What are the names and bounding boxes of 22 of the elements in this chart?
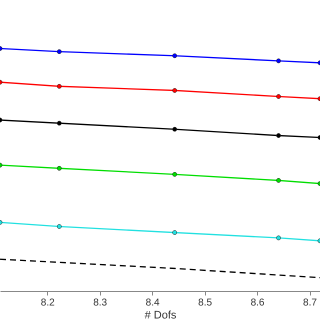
point <box>56 49 62 54</box>
x-tick-label: 8.2 <box>40 298 56 308</box>
x-tick-label: 8.5 <box>198 298 212 308</box>
point <box>276 178 281 183</box>
point <box>172 88 178 93</box>
point <box>172 172 178 177</box>
x-tick-label: 8.4 <box>146 298 160 308</box>
point <box>172 230 178 235</box>
x-tick-label: 8.3 <box>93 298 108 308</box>
point <box>56 84 62 89</box>
point <box>276 94 281 99</box>
x-axis-title: # Dofs <box>144 310 177 320</box>
x-tick-label: 8.6 <box>250 298 265 308</box>
point <box>56 166 62 171</box>
point <box>276 236 281 240</box>
x-tick-label: 8.7 <box>303 298 318 308</box>
point <box>276 133 281 138</box>
point <box>56 120 62 126</box>
point <box>172 53 178 58</box>
point <box>172 126 178 132</box>
point <box>56 224 62 229</box>
point <box>276 58 281 64</box>
